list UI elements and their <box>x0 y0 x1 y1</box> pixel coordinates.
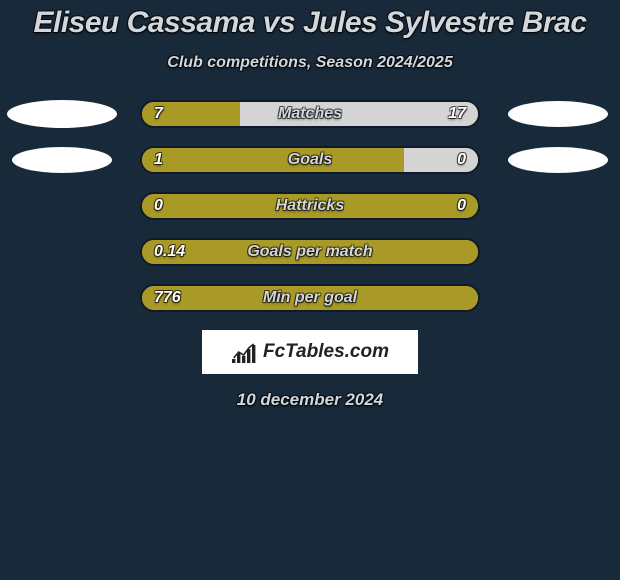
stats-rows: 717Matches 10Goals 00Hattricks 0.14Goals pe… <box>0 100 620 312</box>
stat-label: Goals <box>142 148 478 172</box>
spacer <box>498 206 618 207</box>
brand-bars-svg <box>231 341 257 363</box>
stat-bar: 776Min per goal <box>140 284 480 312</box>
page-subtitle: Club competitions, Season 2024/2025 <box>0 54 620 72</box>
brand-box: FcTables.com <box>202 330 418 374</box>
brand-text: FcTables.com <box>263 341 389 363</box>
footer-date: 10 december 2024 <box>0 390 620 410</box>
player1-ellipse <box>7 100 117 128</box>
stat-row: 717Matches <box>0 100 620 128</box>
page-title: Eliseu Cassama vs Jules Sylvestre Brac <box>0 0 620 40</box>
spacer <box>2 206 122 207</box>
stat-bar: 717Matches <box>140 100 480 128</box>
stat-row: 10Goals <box>0 146 620 174</box>
spacer <box>498 298 618 299</box>
player2-ellipse <box>508 101 608 127</box>
stat-row: 00Hattricks <box>0 192 620 220</box>
stat-bar: 10Goals <box>140 146 480 174</box>
spacer <box>498 252 618 253</box>
player2-ellipse <box>508 147 608 173</box>
stat-row: 776Min per goal <box>0 284 620 312</box>
stat-row: 0.14Goals per match <box>0 238 620 266</box>
spacer <box>2 252 122 253</box>
stat-label: Min per goal <box>142 286 478 310</box>
spacer <box>2 298 122 299</box>
stat-label: Hattricks <box>142 194 478 218</box>
stat-bar: 00Hattricks <box>140 192 480 220</box>
player1-ellipse <box>12 147 112 173</box>
brand-bars-icon <box>231 341 257 363</box>
stat-label: Matches <box>142 102 478 126</box>
page-root: Eliseu Cassama vs Jules Sylvestre Brac C… <box>0 0 620 580</box>
stat-bar: 0.14Goals per match <box>140 238 480 266</box>
stat-label: Goals per match <box>142 240 478 264</box>
